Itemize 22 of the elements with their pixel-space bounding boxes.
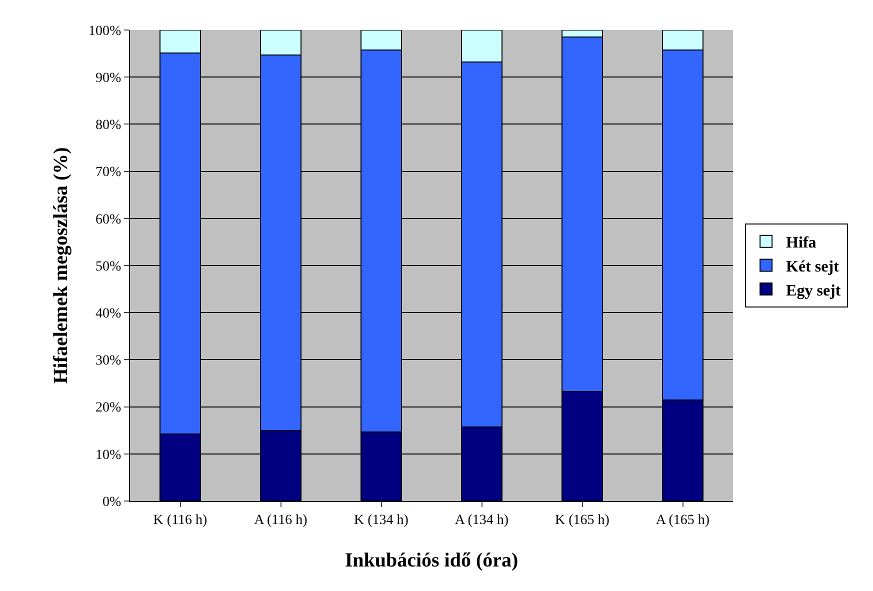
y-tick-label: 20% — [96, 400, 122, 416]
x-tick-label: K (134 h) — [354, 512, 409, 528]
x-tick-label: A (134 h) — [454, 512, 509, 528]
y-tick-label: 60% — [96, 212, 122, 228]
y-tick-label: 30% — [96, 354, 122, 369]
y-tick-label: 0% — [102, 494, 122, 510]
y-tick-label: 80% — [96, 118, 122, 134]
x-tick-label: A (165 h) — [656, 512, 710, 528]
y-tick-label: 10% — [96, 448, 122, 463]
y-tick-label: 40% — [96, 306, 122, 322]
y-tick-label: 100% — [88, 24, 122, 39]
y-tick-label: 70% — [96, 165, 122, 180]
x-axis-title: Inkubációs idő (óra) — [344, 549, 518, 572]
legend-label: Egy sejt — [786, 282, 842, 300]
legend-label: Hifa — [786, 234, 816, 252]
y-tick-label: 90% — [96, 71, 122, 86]
x-tick-label: K (165 h) — [555, 512, 610, 528]
legend-label: Két sejt — [786, 258, 840, 276]
y-axis-title: Hifaelemek megoszlása (%) — [50, 147, 72, 384]
x-tick-label: K (116 h) — [153, 512, 208, 528]
y-tick-label: 50% — [96, 259, 122, 274]
x-tick-label: A (116 h) — [254, 512, 308, 528]
